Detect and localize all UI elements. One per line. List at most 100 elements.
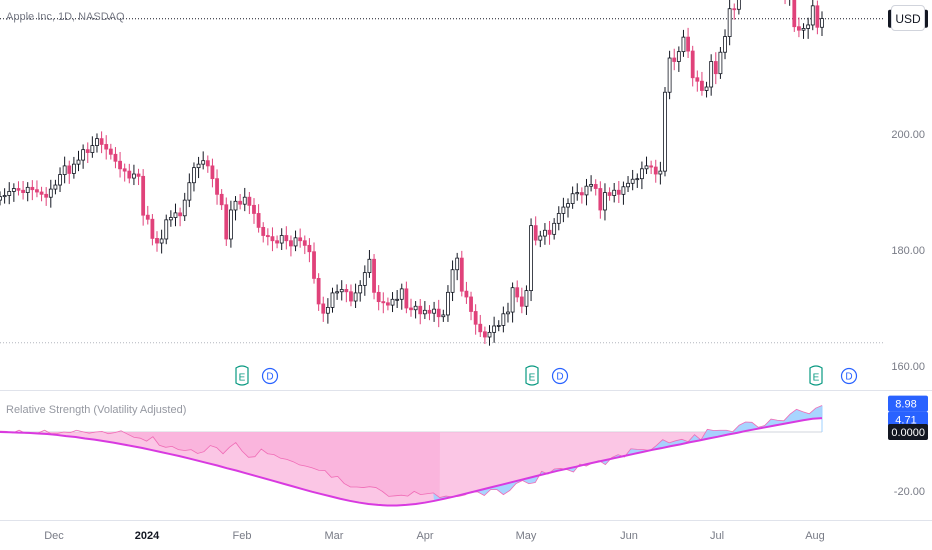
candle[interactable] <box>552 218 557 240</box>
candle[interactable] <box>224 197 229 246</box>
dividend-marker[interactable]: D <box>261 367 279 385</box>
candle[interactable] <box>155 231 159 252</box>
candle[interactable] <box>649 160 654 175</box>
candle[interactable] <box>700 71 704 96</box>
candle[interactable] <box>358 280 363 302</box>
candle[interactable] <box>644 156 649 175</box>
candle[interactable] <box>104 135 109 160</box>
candle[interactable] <box>7 182 12 205</box>
candle[interactable] <box>524 285 529 315</box>
candle[interactable] <box>316 273 321 311</box>
candle[interactable] <box>556 206 561 231</box>
candle[interactable] <box>201 151 206 170</box>
candle[interactable] <box>344 284 349 303</box>
candle[interactable] <box>289 235 293 257</box>
candle[interactable] <box>418 299 423 325</box>
candle[interactable] <box>501 306 506 333</box>
candle[interactable] <box>395 290 400 308</box>
candle[interactable] <box>538 230 543 248</box>
candle[interactable] <box>298 228 303 248</box>
dividend-marker[interactable]: D <box>551 367 569 385</box>
candle[interactable] <box>441 309 446 322</box>
candle[interactable] <box>658 161 663 185</box>
candle[interactable] <box>672 48 677 71</box>
candle[interactable] <box>727 0 732 46</box>
candle[interactable] <box>404 281 409 314</box>
candle[interactable] <box>639 161 644 190</box>
candle[interactable] <box>321 296 326 322</box>
candle[interactable] <box>168 210 173 227</box>
candle[interactable] <box>810 0 815 31</box>
candle[interactable] <box>436 299 441 328</box>
candle[interactable] <box>284 226 289 250</box>
candle[interactable] <box>21 180 25 200</box>
candle[interactable] <box>219 189 224 210</box>
candle[interactable] <box>302 235 307 255</box>
candle[interactable] <box>238 194 243 210</box>
candle[interactable] <box>547 221 552 245</box>
candle[interactable] <box>413 301 418 319</box>
candle[interactable] <box>0 191 2 206</box>
candle[interactable] <box>603 183 607 221</box>
candle[interactable] <box>464 281 469 304</box>
candle[interactable] <box>709 54 714 96</box>
candle[interactable] <box>584 178 589 206</box>
candle[interactable] <box>256 204 261 233</box>
candle[interactable] <box>58 167 62 192</box>
candle[interactable] <box>598 181 603 219</box>
candle[interactable] <box>390 292 395 313</box>
candle[interactable] <box>349 284 353 307</box>
candle[interactable] <box>432 301 436 322</box>
candle[interactable] <box>122 163 127 182</box>
candle[interactable] <box>630 169 635 191</box>
candle[interactable] <box>136 168 141 186</box>
candle[interactable] <box>533 216 538 246</box>
candle[interactable] <box>39 186 44 202</box>
candle[interactable] <box>173 203 178 227</box>
candle[interactable] <box>196 156 201 179</box>
candle[interactable] <box>192 162 196 192</box>
candle[interactable] <box>626 176 630 192</box>
candle[interactable] <box>593 179 598 196</box>
candle[interactable] <box>67 160 72 184</box>
candle[interactable] <box>187 173 192 208</box>
candle[interactable] <box>797 17 801 38</box>
candle[interactable] <box>335 284 340 300</box>
candle[interactable] <box>713 52 718 85</box>
candle[interactable] <box>570 186 575 209</box>
earnings-marker[interactable]: E <box>525 365 539 386</box>
candle[interactable] <box>575 183 580 201</box>
candle[interactable] <box>561 197 566 223</box>
candle[interactable] <box>118 151 122 178</box>
candle[interactable] <box>150 214 155 246</box>
candle[interactable] <box>667 50 672 100</box>
candle[interactable] <box>85 142 90 163</box>
candle[interactable] <box>99 131 104 154</box>
candle[interactable] <box>446 285 450 322</box>
candle[interactable] <box>261 222 266 243</box>
candle[interactable] <box>635 173 640 188</box>
candle[interactable] <box>127 163 132 184</box>
candle[interactable] <box>71 156 76 179</box>
candle[interactable] <box>205 155 210 173</box>
candle[interactable] <box>215 169 219 205</box>
candle[interactable] <box>450 260 455 302</box>
candle[interactable] <box>566 198 570 218</box>
candle[interactable] <box>242 187 247 212</box>
candle[interactable] <box>339 280 344 301</box>
candle[interactable] <box>455 252 460 281</box>
candle[interactable] <box>113 147 118 169</box>
candle[interactable] <box>621 181 626 205</box>
candle[interactable] <box>53 179 58 195</box>
candle[interactable] <box>427 305 432 321</box>
candle[interactable] <box>686 27 690 59</box>
candle[interactable] <box>16 181 21 196</box>
candle[interactable] <box>496 320 501 332</box>
candle[interactable] <box>422 301 427 320</box>
candle[interactable] <box>330 287 335 313</box>
candle[interactable] <box>362 265 367 296</box>
candle[interactable] <box>607 187 612 201</box>
candle[interactable] <box>788 0 791 6</box>
